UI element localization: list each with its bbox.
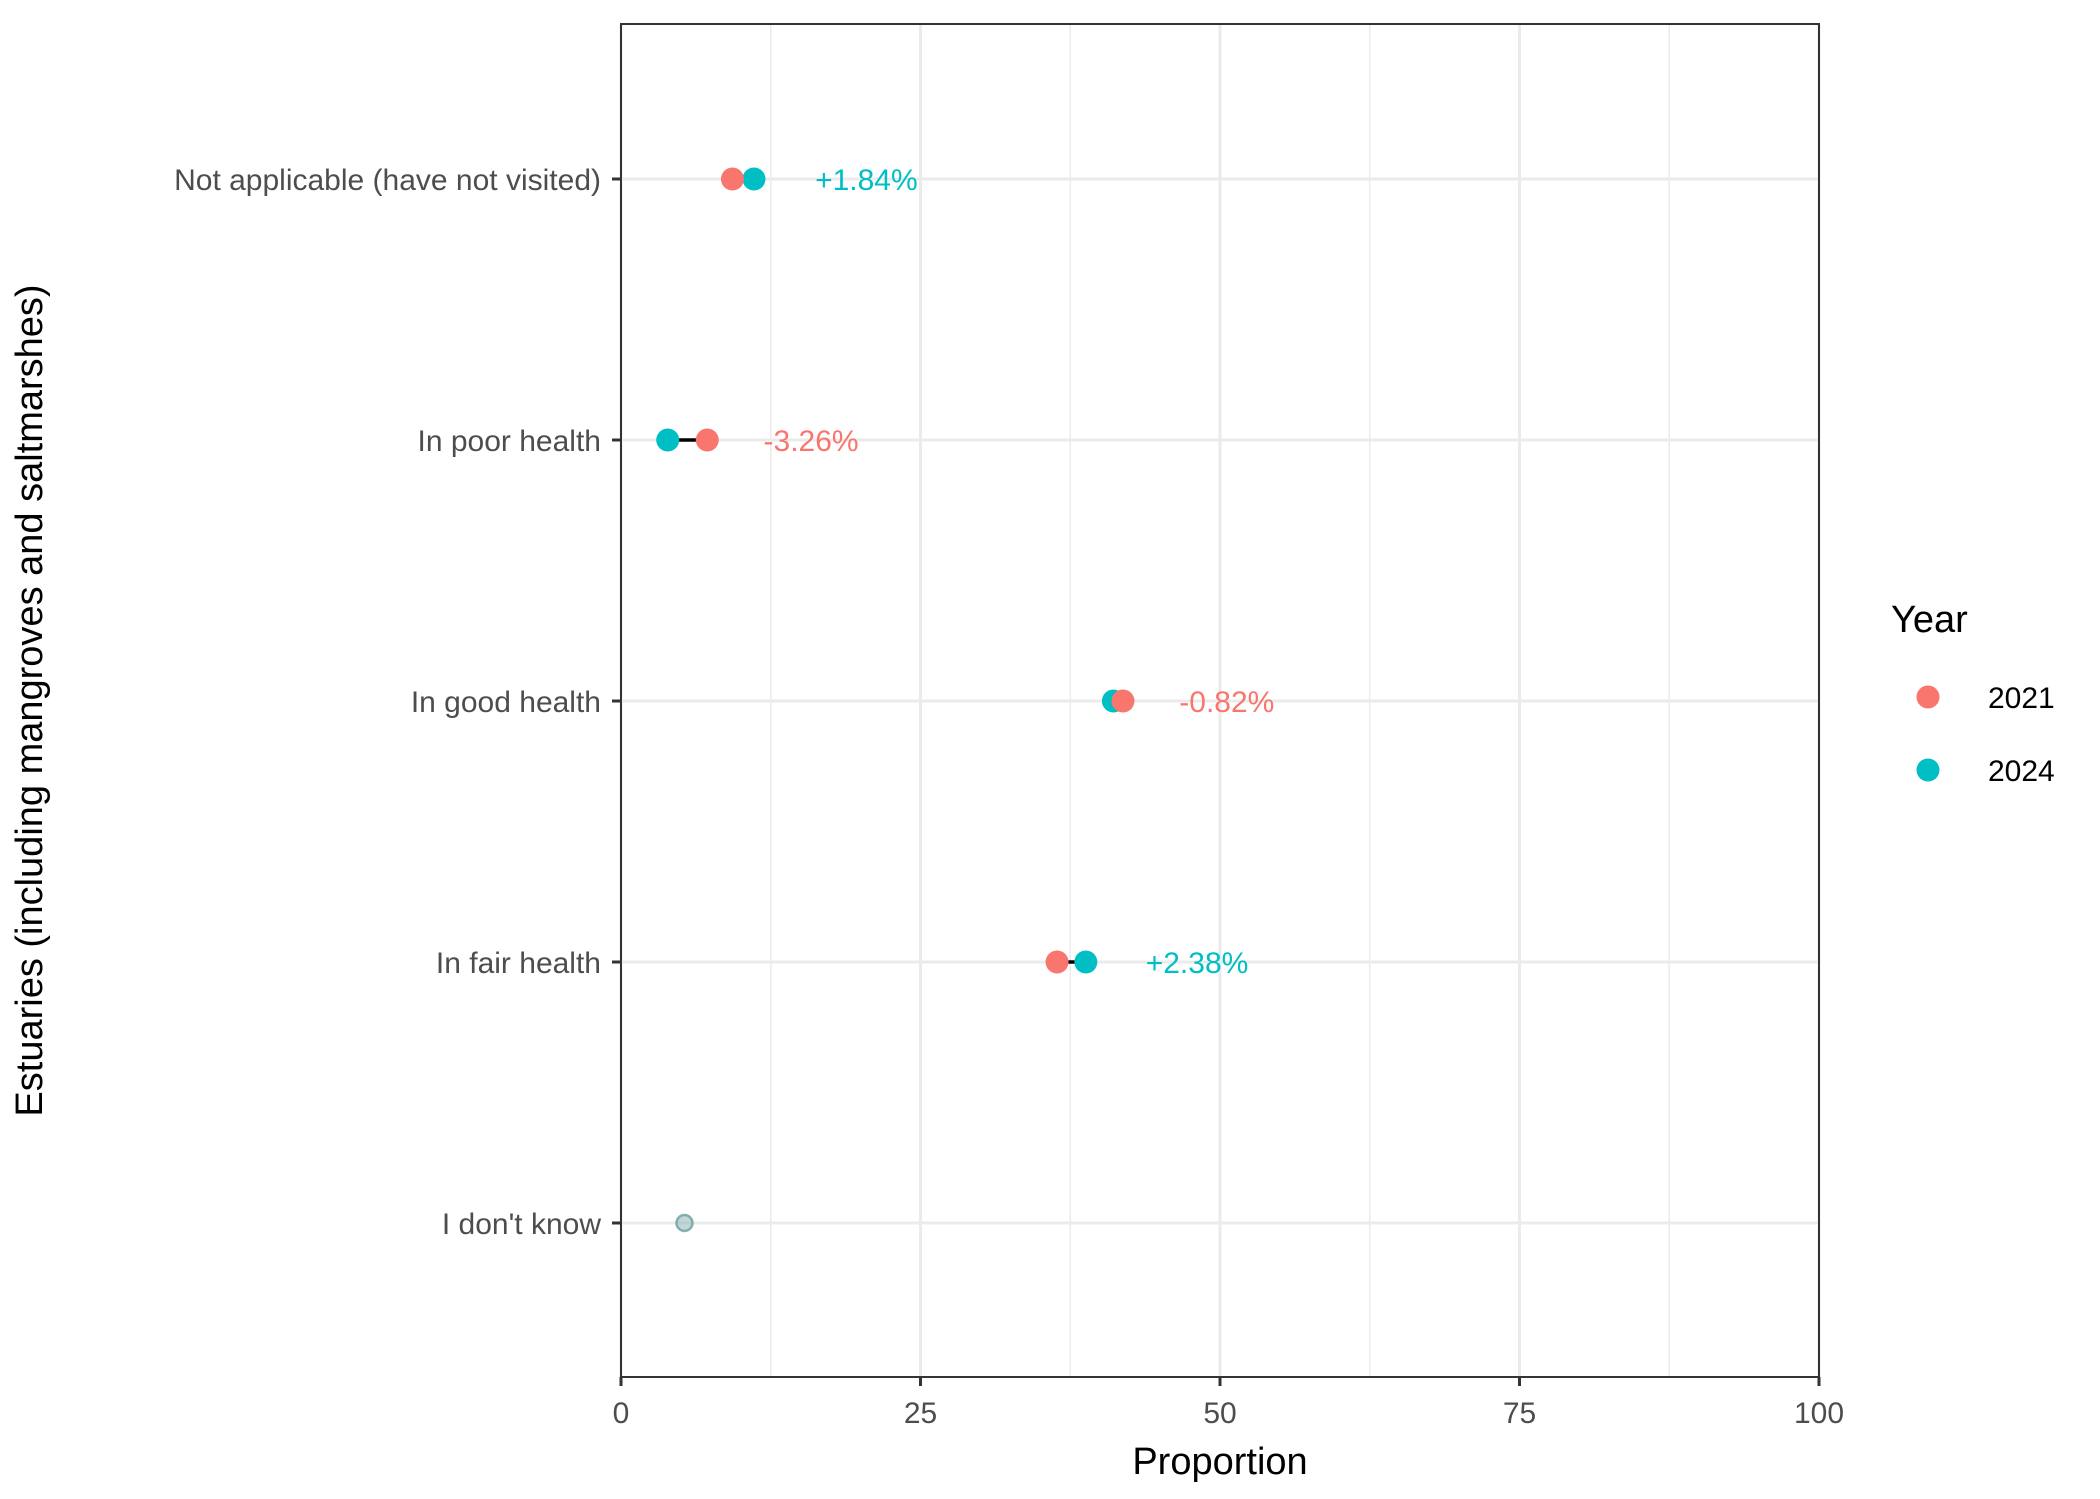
y-axis-title: Estuaries (including mangroves and saltm… [9, 284, 51, 1116]
x-tick-label: 0 [613, 1397, 630, 1430]
point-2024 [656, 428, 680, 452]
change-label: +2.38% [1146, 947, 1249, 980]
legend-entries: 2021 2024 [1916, 682, 2055, 788]
y-tick-label: In fair health [436, 947, 601, 980]
point-2021 [720, 167, 744, 191]
legend-label-2024: 2024 [1988, 755, 2055, 788]
x-tick-label: 100 [1794, 1397, 1844, 1430]
point-2024 [1074, 950, 1098, 974]
x-tick-label: 50 [1203, 1397, 1236, 1430]
legend-key-2024 [1916, 758, 1940, 782]
change-label: -3.26% [764, 425, 859, 458]
point-layer [656, 167, 1135, 1233]
point-faded [675, 1213, 694, 1233]
point-2021 [1045, 950, 1069, 974]
annotation-layer: +1.84% -3.26% -0.82% +2.38% [764, 164, 1275, 980]
x-axis-title: Proportion [1132, 1441, 1307, 1483]
legend-key-2021 [1916, 685, 1940, 709]
legend-label-2021: 2021 [1988, 682, 2055, 715]
point-2021 [695, 428, 719, 452]
point-2021 [1111, 689, 1135, 713]
point-2024 [742, 167, 766, 191]
y-tick-label: I don't know [442, 1208, 601, 1241]
x-tick-label: 75 [1503, 1397, 1536, 1430]
y-tick-label: In poor health [418, 425, 601, 458]
change-label: +1.84% [815, 164, 918, 197]
axis-layer: Not applicable (have not visited) In poor… [174, 164, 1844, 1430]
x-tick-label: 25 [904, 1397, 937, 1430]
segment-layer [667, 177, 1123, 964]
legend: Year 2021 2024 [1891, 599, 2055, 788]
legend-title: Year [1891, 599, 1968, 641]
y-tick-label: In good health [411, 686, 601, 719]
change-label: -0.82% [1179, 686, 1274, 719]
y-tick-label: Not applicable (have not visited) [174, 164, 601, 197]
